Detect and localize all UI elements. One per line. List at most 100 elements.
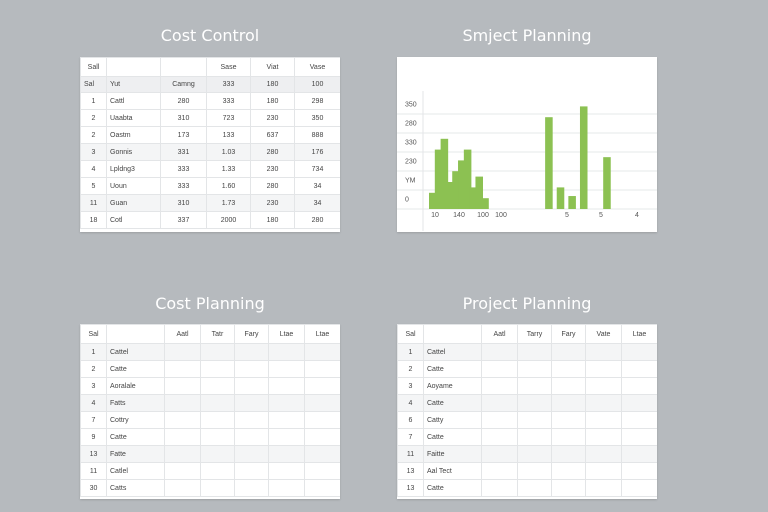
table-cell[interactable]: 4: [80, 160, 107, 178]
table-cell[interactable]: 11: [80, 194, 107, 212]
column-header[interactable]: Sase: [206, 57, 251, 77]
column-header[interactable]: Tarry: [517, 324, 552, 344]
table-cell[interactable]: 2: [397, 360, 424, 378]
table-cell[interactable]: [268, 377, 305, 395]
table-cell[interactable]: Cattel: [423, 343, 482, 361]
table-row[interactable]: 9 Catte: [80, 428, 340, 446]
table-row[interactable]: 30 Catts: [80, 479, 340, 497]
table-cell[interactable]: [517, 411, 552, 429]
table-cell[interactable]: [234, 360, 269, 378]
table-cell[interactable]: [200, 377, 235, 395]
table-cell[interactable]: Aal Tect: [423, 462, 482, 480]
column-header[interactable]: Sal: [80, 324, 107, 344]
table-cell[interactable]: 2: [80, 126, 107, 144]
table-row[interactable]: 7 Catte: [397, 428, 657, 446]
table-cell[interactable]: 230: [250, 160, 295, 178]
table-cell[interactable]: Catte: [423, 479, 482, 497]
table-cell[interactable]: [481, 343, 518, 361]
table-cell[interactable]: Catty: [423, 411, 482, 429]
column-header[interactable]: Tatr: [200, 324, 235, 344]
table-cell[interactable]: [234, 445, 269, 463]
table-cell[interactable]: 6: [397, 411, 424, 429]
table-cell[interactable]: 3: [397, 377, 424, 395]
table-cell[interactable]: 9: [80, 428, 107, 446]
column-header[interactable]: [106, 57, 161, 77]
table-cell[interactable]: 230: [250, 194, 295, 212]
table-cell[interactable]: [621, 377, 657, 395]
column-header[interactable]: Aatl: [481, 324, 518, 344]
table-cell[interactable]: Camng: [160, 76, 207, 93]
table-cell[interactable]: 310: [160, 109, 207, 127]
table-cell[interactable]: Fatts: [106, 394, 165, 412]
table-cell[interactable]: [481, 462, 518, 480]
table-cell[interactable]: 173: [160, 126, 207, 144]
table-row[interactable]: 4 Catte: [397, 394, 657, 412]
table-cell[interactable]: [304, 343, 340, 361]
table-cell[interactable]: 1: [80, 92, 107, 110]
table-cell[interactable]: [164, 394, 201, 412]
table-cell[interactable]: [200, 394, 235, 412]
table-cell[interactable]: 1.33: [206, 160, 251, 178]
table-cell[interactable]: [585, 394, 622, 412]
table-cell[interactable]: 13: [80, 445, 107, 463]
table-cell[interactable]: 280: [250, 177, 295, 195]
table-cell[interactable]: [234, 377, 269, 395]
table-row[interactable]: 4 Fatts: [80, 394, 340, 412]
bar[interactable]: [568, 196, 576, 209]
table-cell[interactable]: [268, 479, 305, 497]
table-cell[interactable]: 4: [397, 394, 424, 412]
table-cell[interactable]: [585, 462, 622, 480]
table-cell[interactable]: [234, 462, 269, 480]
table-row[interactable]: 7 Cottry: [80, 411, 340, 429]
bar[interactable]: [579, 106, 588, 209]
bar[interactable]: [434, 149, 443, 209]
column-header[interactable]: Ltae: [268, 324, 305, 344]
table-cell[interactable]: 4: [80, 394, 107, 412]
table-cell[interactable]: [481, 428, 518, 446]
table-cell[interactable]: [268, 360, 305, 378]
table-cell[interactable]: [164, 428, 201, 446]
table-cell[interactable]: 5: [80, 177, 107, 195]
table-cell[interactable]: Cotl: [106, 211, 161, 229]
table-cell[interactable]: [481, 360, 518, 378]
table-row[interactable]: 18 Cotl 337 2000 180 280: [80, 211, 340, 229]
table-cell[interactable]: 1.03: [206, 143, 251, 161]
table-cell[interactable]: [234, 428, 269, 446]
table-row[interactable]: 11 Faitte: [397, 445, 657, 463]
table-cell[interactable]: Yut: [106, 76, 161, 93]
table-cell[interactable]: 333: [160, 177, 207, 195]
bar[interactable]: [446, 182, 454, 209]
table-cell[interactable]: 333: [206, 76, 251, 93]
table-cell[interactable]: [551, 428, 586, 446]
table-cell[interactable]: [585, 479, 622, 497]
bar[interactable]: [463, 149, 472, 209]
table-cell[interactable]: [164, 462, 201, 480]
table-cell[interactable]: [200, 411, 235, 429]
table-cell[interactable]: [551, 343, 586, 361]
table-cell[interactable]: [268, 394, 305, 412]
table-cell[interactable]: 280: [250, 143, 295, 161]
column-header[interactable]: Vase: [294, 57, 340, 77]
table-cell[interactable]: [517, 377, 552, 395]
table-cell[interactable]: 18: [80, 211, 107, 229]
table-cell[interactable]: [268, 411, 305, 429]
table-cell[interactable]: [164, 445, 201, 463]
bar[interactable]: [440, 138, 449, 209]
table-cell[interactable]: 888: [294, 126, 340, 144]
table-cell[interactable]: [304, 377, 340, 395]
column-header[interactable]: Fary: [551, 324, 586, 344]
table-cell[interactable]: [481, 479, 518, 497]
table-row[interactable]: 11 Guan 310 1.73 230 34: [80, 194, 340, 212]
table-row[interactable]: 1 Cattel: [80, 343, 340, 361]
table-row[interactable]: 2 Uaabta 310 723 230 350: [80, 109, 340, 127]
table-cell[interactable]: [621, 479, 657, 497]
table-cell[interactable]: [268, 445, 305, 463]
table-cell[interactable]: 1: [397, 343, 424, 361]
table-cell[interactable]: 133: [206, 126, 251, 144]
table-cell[interactable]: [585, 428, 622, 446]
table-cell[interactable]: [517, 360, 552, 378]
table-cell[interactable]: 11: [80, 462, 107, 480]
column-header[interactable]: [160, 57, 207, 77]
table-cell[interactable]: [268, 428, 305, 446]
table-cell[interactable]: [551, 377, 586, 395]
